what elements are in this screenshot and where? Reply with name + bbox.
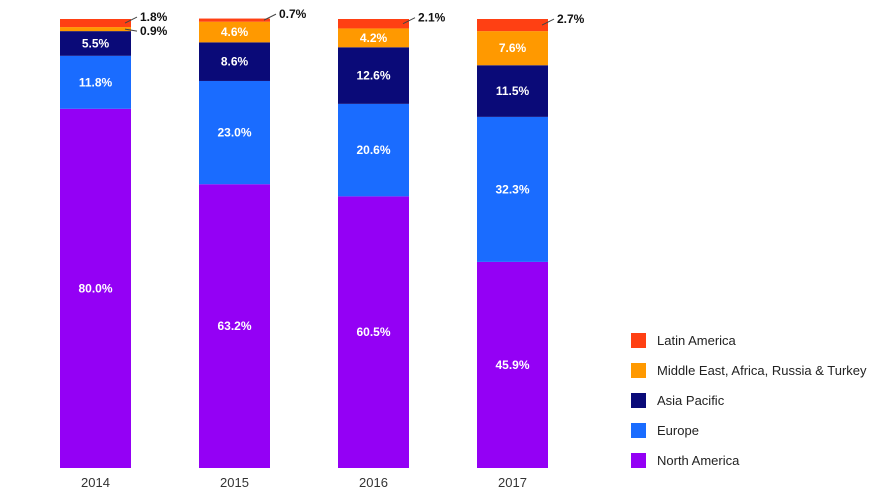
legend-swatch-asia-pacific — [631, 393, 646, 408]
data-label-middle-east-africa-russia-and-turkey-2017: 7.6% — [499, 41, 527, 55]
x-tick-2016: 2016 — [359, 475, 388, 490]
legend-label-latin-america: Latin America — [657, 333, 737, 348]
data-label-north-america-2017: 45.9% — [495, 358, 529, 372]
bar-europe-2017 — [477, 116, 548, 262]
bar-middle-east-africa-russia-and-turkey-2015 — [199, 21, 270, 43]
data-label-asia-pacific-2016: 12.6% — [356, 69, 390, 83]
legend-swatch-latin-america — [631, 333, 646, 348]
bar-middle-east-africa-russia-and-turkey-2017 — [477, 31, 548, 66]
bar-north-america-2016 — [338, 196, 409, 469]
data-label-middle-east-africa-russia-and-turkey-2014: 0.9% — [140, 24, 168, 38]
legend-label-asia-pacific: Asia Pacific — [657, 393, 725, 408]
data-label-north-america-2016: 60.5% — [356, 325, 390, 339]
leader-line-latin-america-2017 — [541, 18, 555, 26]
x-tick-2017: 2017 — [498, 475, 527, 490]
data-label-latin-america-2017: 2.7% — [557, 12, 585, 26]
bar-latin-america-2016 — [338, 19, 409, 29]
bar-asia-pacific-2017 — [477, 65, 548, 117]
legend-label-north-america: North America — [657, 453, 740, 468]
data-label-europe-2014: 11.8% — [79, 75, 113, 89]
bar-latin-america-2015 — [199, 18, 270, 22]
data-label-asia-pacific-2014: 5.5% — [82, 36, 110, 50]
bar-europe-2015 — [199, 80, 270, 185]
bar-latin-america-2014 — [60, 19, 131, 28]
bar-europe-2014 — [60, 55, 131, 109]
data-label-middle-east-africa-russia-and-turkey-2016: 4.2% — [360, 31, 388, 45]
data-label-latin-america-2016: 2.1% — [418, 11, 446, 25]
bar-asia-pacific-2015 — [199, 42, 270, 81]
legend-swatch-middle-east-africa-russia-and-turkey — [631, 363, 646, 378]
legend-label-middle-east-africa-russia-and-turkey: Middle East, Africa, Russia & Turkey — [657, 363, 867, 378]
bar-middle-east-africa-russia-and-turkey-2014 — [60, 27, 131, 32]
legend-label-europe: Europe — [657, 423, 699, 438]
data-label-north-america-2014: 80.0% — [78, 281, 112, 295]
bar-middle-east-africa-russia-and-turkey-2016 — [338, 28, 409, 48]
bar-north-america-2014 — [60, 108, 131, 469]
leader-line-latin-america-2016 — [402, 17, 416, 25]
data-label-asia-pacific-2015: 8.6% — [221, 55, 249, 69]
legend-swatch-europe — [631, 423, 646, 438]
x-tick-2014: 2014 — [81, 475, 110, 490]
bar-europe-2016 — [338, 103, 409, 197]
bar-asia-pacific-2016 — [338, 47, 409, 104]
data-label-europe-2017: 32.3% — [495, 182, 529, 196]
bar-latin-america-2017 — [477, 19, 548, 32]
labels-layer: 80.0% 11.8% 5.5% 0.9%1.8% 63.2% 23.0% 8.6% 4.6%… — [78, 7, 584, 372]
x-axis-ticks: 2014 2015 2016 2017 — [81, 475, 527, 490]
legend-swatch-north-america — [631, 453, 646, 468]
bar-asia-pacific-2014 — [60, 31, 131, 56]
data-label-latin-america-2014: 1.8% — [140, 10, 168, 24]
data-label-middle-east-africa-russia-and-turkey-2015: 4.6% — [221, 25, 249, 39]
data-label-europe-2016: 20.6% — [356, 143, 390, 157]
data-label-europe-2015: 23.0% — [217, 126, 251, 140]
bar-north-america-2017 — [477, 261, 548, 468]
bar-north-america-2015 — [199, 184, 270, 468]
leader-line-latin-america-2015 — [263, 13, 277, 21]
legend: Latin America Middle East, Africa, Russia… — [631, 333, 867, 468]
data-label-north-america-2015: 63.2% — [217, 319, 251, 333]
data-label-latin-america-2015: 0.7% — [279, 7, 307, 21]
leader-line-middle-east-africa-russia-and-turkey-2014 — [124, 28, 138, 32]
bars-layer — [60, 18, 548, 469]
data-label-asia-pacific-2017: 11.5% — [496, 84, 530, 98]
x-tick-2015: 2015 — [220, 475, 249, 490]
leader-line-latin-america-2014 — [124, 16, 138, 24]
